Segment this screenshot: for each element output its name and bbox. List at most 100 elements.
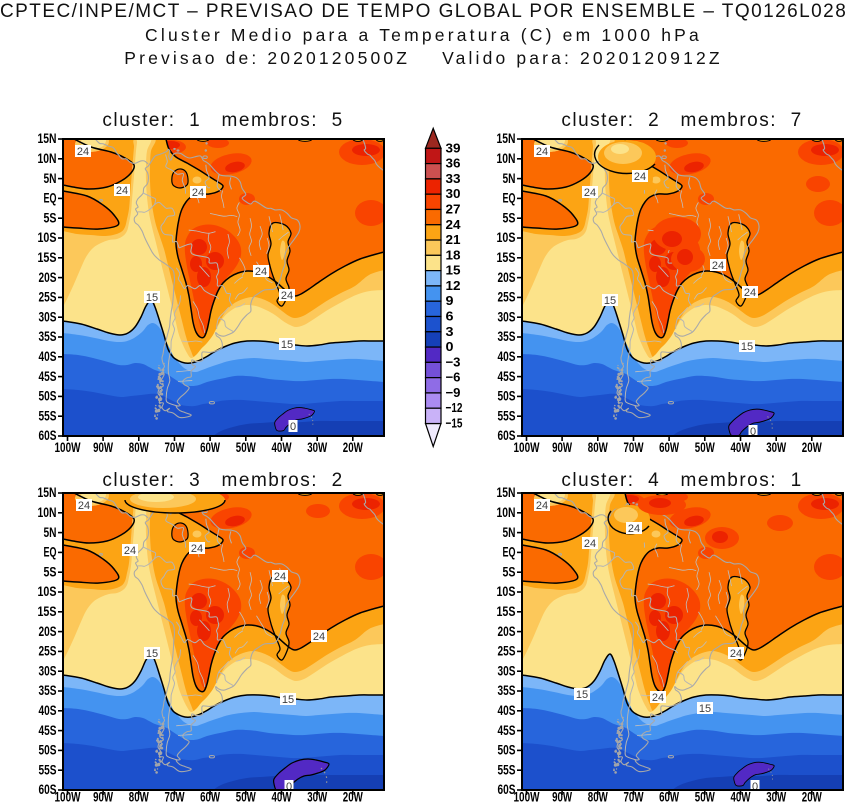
svg-text:40S: 40S <box>38 349 56 364</box>
svg-text:24: 24 <box>627 523 639 535</box>
svg-text:25S: 25S <box>497 644 515 659</box>
svg-text:10N: 10N <box>496 151 515 166</box>
svg-text:5S: 5S <box>43 211 56 226</box>
svg-text:40W: 40W <box>271 440 291 455</box>
svg-text:70W: 70W <box>623 790 643 803</box>
svg-text:40S: 40S <box>497 703 515 718</box>
svg-text:15: 15 <box>281 339 293 351</box>
svg-text:45S: 45S <box>38 369 56 384</box>
svg-text:24: 24 <box>116 185 128 197</box>
svg-text:36: 36 <box>446 156 461 171</box>
svg-text:15: 15 <box>146 648 158 660</box>
svg-text:80W: 80W <box>587 790 607 803</box>
svg-text:45S: 45S <box>497 723 515 738</box>
svg-text:60S: 60S <box>497 782 515 797</box>
svg-text:20S: 20S <box>497 624 515 639</box>
svg-text:EQ: EQ <box>43 191 56 206</box>
svg-text:12: 12 <box>446 278 461 293</box>
svg-text:15N: 15N <box>37 131 56 146</box>
svg-text:40W: 40W <box>730 790 750 803</box>
svg-text:80W: 80W <box>587 440 607 455</box>
svg-text:25S: 25S <box>497 290 515 305</box>
svg-text:60S: 60S <box>497 428 515 443</box>
svg-text:15: 15 <box>282 694 294 706</box>
svg-text:55S: 55S <box>497 409 515 424</box>
svg-text:24: 24 <box>583 187 595 199</box>
svg-text:9: 9 <box>446 293 454 308</box>
svg-text:10N: 10N <box>37 151 56 166</box>
svg-text:30: 30 <box>446 186 461 201</box>
svg-text:20W: 20W <box>343 440 363 455</box>
svg-text:24: 24 <box>313 631 325 643</box>
svg-text:15S: 15S <box>37 250 56 265</box>
svg-text:90W: 90W <box>93 790 113 803</box>
svg-text:100W: 100W <box>54 790 80 803</box>
svg-text:50S: 50S <box>497 389 515 404</box>
svg-text:cluster: 3 membros: 2: cluster: 3 membros: 2 <box>102 470 343 491</box>
svg-text:30S: 30S <box>497 663 515 678</box>
svg-text:18: 18 <box>446 247 461 262</box>
svg-text:15S: 15S <box>496 604 515 619</box>
svg-text:80W: 80W <box>129 440 149 455</box>
svg-text:24: 24 <box>446 217 462 232</box>
svg-text:35S: 35S <box>38 329 56 344</box>
svg-text:30W: 30W <box>307 790 327 803</box>
svg-text:30S: 30S <box>497 310 515 325</box>
svg-text:10S: 10S <box>496 584 515 599</box>
svg-text:20S: 20S <box>497 270 515 285</box>
svg-text:55S: 55S <box>38 409 56 424</box>
svg-text:10S: 10S <box>37 584 56 599</box>
svg-text:27: 27 <box>446 201 461 216</box>
svg-text:15N: 15N <box>496 485 515 500</box>
svg-text:50W: 50W <box>694 790 714 803</box>
svg-text:20W: 20W <box>343 790 363 803</box>
svg-text:80W: 80W <box>129 790 149 803</box>
svg-text:20W: 20W <box>801 790 821 803</box>
svg-text:90W: 90W <box>552 440 572 455</box>
svg-text:24: 24 <box>255 266 267 278</box>
svg-text:50W: 50W <box>694 440 714 455</box>
svg-text:25S: 25S <box>38 290 56 305</box>
svg-text:24: 24 <box>743 287 755 299</box>
svg-text:25S: 25S <box>38 644 56 659</box>
svg-text:39: 39 <box>446 140 461 155</box>
svg-text:60W: 60W <box>659 440 679 455</box>
svg-text:5N: 5N <box>43 171 56 186</box>
svg-text:10N: 10N <box>37 505 56 520</box>
svg-text:24: 24 <box>77 146 89 158</box>
svg-text:50W: 50W <box>236 790 256 803</box>
svg-text:30W: 30W <box>766 440 786 455</box>
svg-text:5S: 5S <box>502 211 515 226</box>
svg-text:15: 15 <box>446 263 461 278</box>
svg-text:5S: 5S <box>43 564 56 579</box>
svg-text:15: 15 <box>603 295 615 307</box>
svg-text:10S: 10S <box>496 230 515 245</box>
svg-text:15: 15 <box>575 689 587 701</box>
svg-text:45S: 45S <box>38 723 56 738</box>
svg-text:100W: 100W <box>513 440 539 455</box>
svg-text:−3: −3 <box>446 354 461 369</box>
svg-text:50S: 50S <box>38 743 56 758</box>
svg-text:90W: 90W <box>93 440 113 455</box>
svg-text:24: 24 <box>711 260 723 272</box>
svg-text:33: 33 <box>446 171 461 186</box>
svg-text:0: 0 <box>752 781 758 793</box>
svg-text:50W: 50W <box>236 440 256 455</box>
svg-text:20W: 20W <box>801 440 821 455</box>
svg-text:60S: 60S <box>38 428 56 443</box>
svg-text:60W: 60W <box>659 790 679 803</box>
svg-text:24: 24 <box>78 500 90 512</box>
svg-text:10S: 10S <box>37 230 56 245</box>
svg-text:cluster: 2 membros: 7: cluster: 2 membros: 7 <box>561 110 802 131</box>
svg-text:35S: 35S <box>38 683 56 698</box>
svg-text:EQ: EQ <box>43 545 56 560</box>
svg-text:cluster: 1 membros: 5: cluster: 1 membros: 5 <box>102 110 343 131</box>
svg-text:−15: −15 <box>446 416 463 431</box>
svg-text:5N: 5N <box>43 525 56 540</box>
svg-text:60S: 60S <box>38 782 56 797</box>
svg-text:3: 3 <box>446 324 454 339</box>
svg-text:15S: 15S <box>496 250 515 265</box>
svg-text:24: 24 <box>191 543 203 555</box>
svg-text:15: 15 <box>146 292 158 304</box>
svg-text:35S: 35S <box>497 683 515 698</box>
